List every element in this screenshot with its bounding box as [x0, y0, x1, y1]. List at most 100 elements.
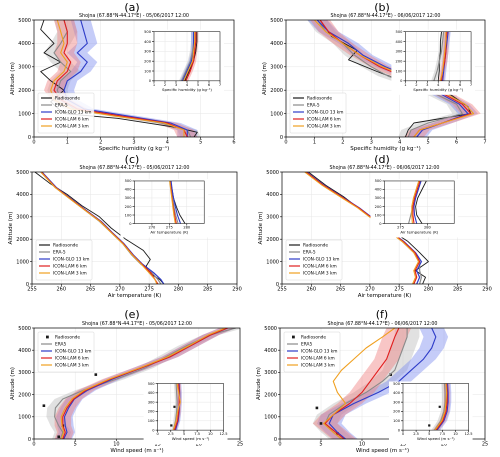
y-tick-label: 400: [396, 40, 404, 44]
y-tick-label: 1000: [264, 415, 277, 421]
inset-x-axis-label: Specific humidity (g kg⁻¹): [162, 87, 212, 92]
x-tick-label: 0: [284, 140, 287, 146]
y-tick-label: 3000: [18, 370, 31, 376]
series-line-radiosonde: [415, 180, 427, 224]
x-tick-label: 5: [428, 432, 430, 436]
legend-label: ICON-LAM 3 km: [301, 363, 335, 369]
legend-label: Radiosonde: [53, 243, 78, 249]
plot-data: [34, 172, 165, 284]
x-tick-label: 10: [113, 442, 119, 448]
x-tick-label: 265: [86, 287, 96, 293]
inset-chart: 1 2 3 4 5 6 7 0 100 200 300 400 500 Specific humidity…: [391, 29, 476, 95]
series-band-era5: [44, 20, 201, 137]
y-tick-label: 100: [144, 69, 152, 73]
y-tick-label: 5000: [266, 170, 279, 176]
y-tick-label: 400: [148, 391, 156, 395]
panel-letter: (d): [374, 153, 390, 166]
y-tick-label: 5000: [264, 326, 277, 332]
y-tick-label: 400: [125, 188, 133, 192]
series-line-lam6: [412, 180, 421, 224]
panel-a: (a)Shojna (67.88°N-44.17°E) - 05/06/2017…: [10, 1, 236, 152]
y-tick-label: 0: [152, 428, 155, 432]
y-tick-label: 0: [398, 428, 401, 432]
y-tick-label: 500: [148, 382, 156, 386]
legend-box: [289, 92, 347, 134]
series-line-glo: [63, 20, 188, 137]
y-tick-label: 400: [144, 40, 152, 44]
y-tick-label: 4000: [18, 41, 31, 47]
panel-letter: (e): [124, 308, 139, 321]
legend-label: ICON-LAM 6 km: [53, 264, 87, 270]
x-tick-label: 0: [156, 432, 159, 436]
x-tick-label: 7.5: [440, 432, 446, 436]
y-tick-label: 100: [396, 69, 404, 73]
x-tick-label: 285: [203, 287, 213, 293]
y-tick-label: 4000: [16, 192, 29, 198]
x-tick-label: 5: [319, 442, 322, 448]
series-band-glo: [55, 328, 236, 439]
legend-box: [37, 331, 95, 373]
radiosonde-marker: [173, 405, 176, 408]
y-tick-label: 0: [129, 222, 132, 226]
x-tick-label: 255: [277, 287, 287, 293]
inset-data: [431, 31, 451, 81]
series-band-glo: [307, 20, 478, 137]
legend-label: ICON-GLO 13 km: [307, 110, 343, 116]
series-band-era5: [178, 31, 197, 81]
radiosonde-marker: [315, 406, 319, 410]
x-tick-label: 5: [448, 83, 450, 87]
x-tick-label: 15: [400, 442, 406, 448]
x-tick-label: 280: [424, 287, 434, 293]
y-tick-label: 5000: [18, 326, 31, 332]
y-tick-label: 100: [125, 213, 133, 217]
x-tick-label: 20: [196, 442, 202, 448]
y-tick-label: 2000: [18, 88, 31, 94]
series-line-lam3: [40, 172, 158, 284]
x-tick-label: 275: [144, 287, 154, 293]
radiosonde-marker: [57, 435, 61, 439]
legend-label: ERA-5: [55, 103, 68, 109]
legend-label: ICON-LAM 6 km: [55, 356, 89, 362]
chart-title: Shojna (67.88°N-44.17°E) - 06/06/2017 12…: [330, 165, 440, 171]
x-tick-label: 7: [219, 83, 221, 87]
legend-swatch: [292, 335, 295, 339]
y-axis-label: Altitude (m): [10, 62, 16, 95]
inset-frame: [384, 180, 455, 224]
series-band-lam6: [310, 20, 481, 137]
x-tick-label: 4: [186, 83, 189, 87]
x-tick-label: 7: [483, 140, 486, 146]
x-tick-label: 270: [115, 287, 125, 293]
y-tick-label: 500: [375, 179, 383, 183]
legend-label: ICON-GLO 13 km: [303, 257, 339, 263]
panel-c: (c)Shojna (67.88°N-44.17°E) - 05/06/2017…: [8, 153, 242, 299]
x-tick-label: 10: [208, 432, 213, 436]
y-axis-label: Altitude (m): [8, 212, 14, 245]
radiosonde-marker: [42, 404, 46, 407]
panel-f: (f)Shojna (67.88°N-44.17°E) - 06/06/2017…: [256, 308, 488, 454]
y-tick-label: 400: [393, 391, 401, 395]
series-line-lam3: [439, 31, 447, 81]
x-tick-label: 1: [404, 83, 406, 87]
y-tick-label: 2000: [16, 237, 29, 243]
y-tick-label: 300: [148, 400, 156, 404]
legend-label: ICON-LAM 3 km: [53, 271, 87, 277]
series-band-glo: [180, 31, 197, 81]
legend-label: ICON-LAM 6 km: [301, 356, 335, 362]
y-tick-label: 0: [280, 135, 283, 141]
x-tick-label: 260: [57, 287, 67, 293]
x-tick-label: 3: [426, 83, 428, 87]
x-tick-label: 7.5: [194, 432, 200, 436]
y-tick-label: 300: [375, 196, 383, 200]
y-tick-label: 300: [393, 400, 401, 404]
x-axis-label: Air temperature (K): [358, 293, 412, 299]
inset-data: [169, 180, 186, 224]
x-tick-label: 290: [232, 287, 242, 293]
y-tick-label: 3000: [270, 65, 283, 71]
y-tick-label: 0: [28, 135, 31, 141]
series-line-lam3: [434, 383, 448, 431]
y-tick-label: 1000: [16, 259, 29, 265]
inset-background: [403, 383, 469, 431]
